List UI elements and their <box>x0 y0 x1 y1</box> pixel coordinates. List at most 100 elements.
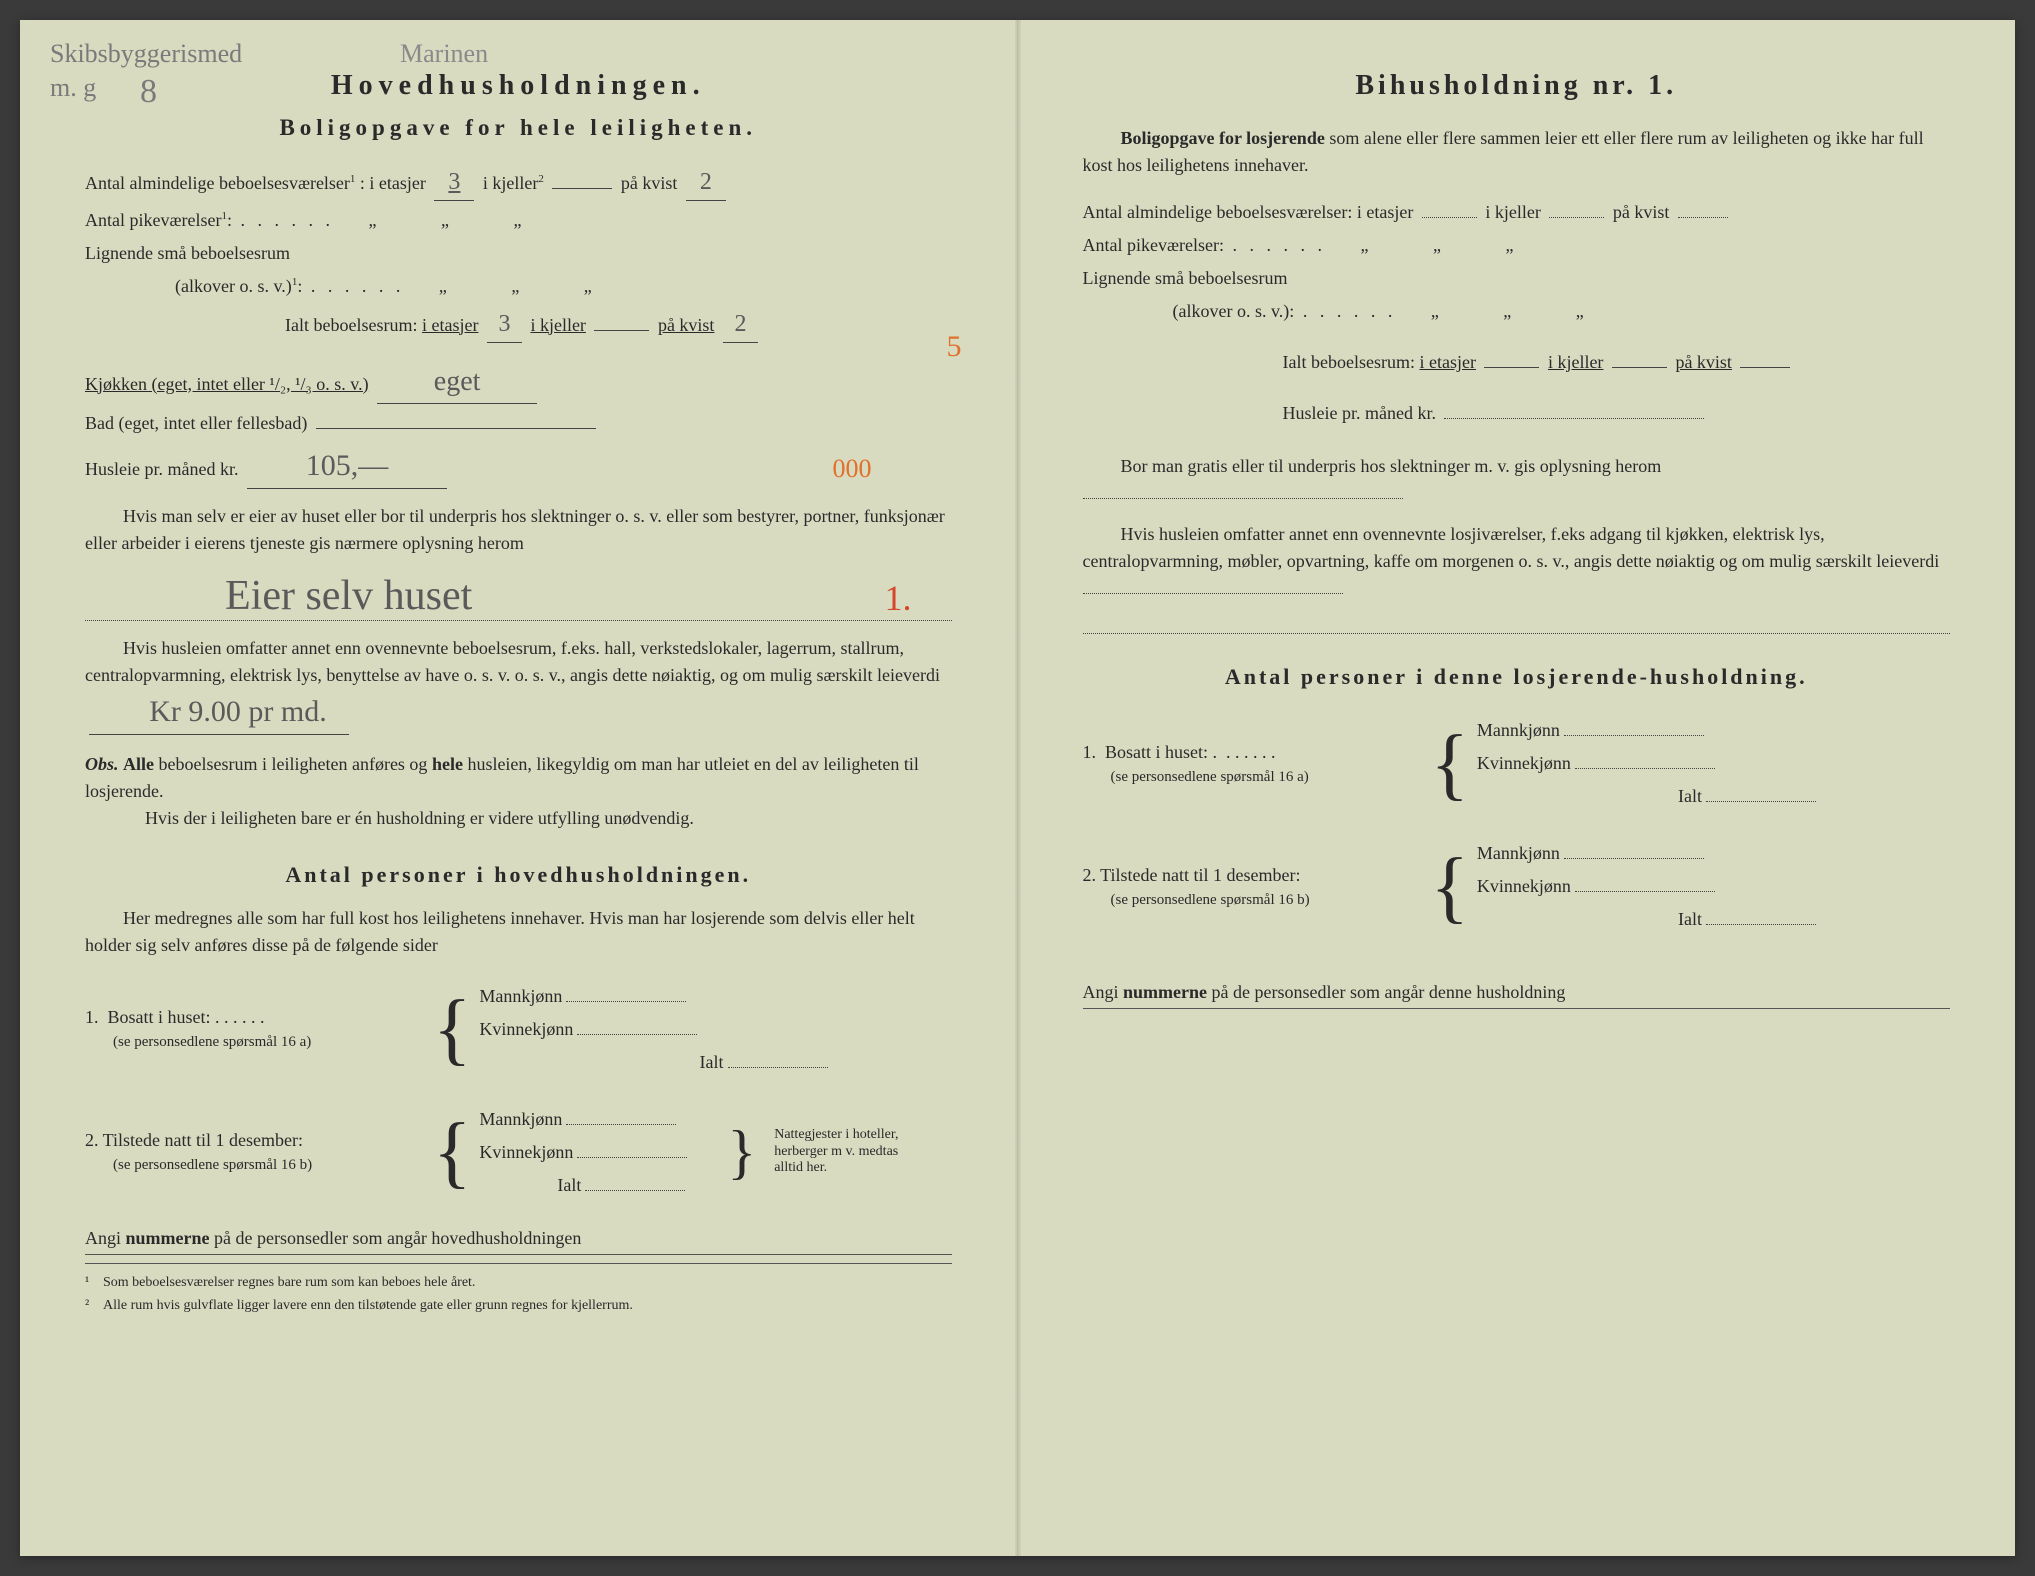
bosatt-label: 1. Bosatt i huset: . . . . . . <box>85 1007 265 1027</box>
label-alkover: (alkover o. s. v.) <box>175 276 292 296</box>
r-row-pike: Antal pikeværelser: „ „ „ <box>1083 232 1951 259</box>
r-lbl-kj: i kjeller <box>1485 202 1540 222</box>
tilstede-right: Mannkjønn Kvinnekjønn Ialt <box>479 1100 719 1205</box>
r-tilstede-label: 2. Tilstede natt til 1 desember: <box>1083 865 1301 885</box>
r-rule-extra <box>1083 616 1951 634</box>
hw-red-1: 1. <box>885 571 912 625</box>
r-para1-blank <box>1083 498 1403 499</box>
hw-etasjer-3: 3 <box>448 169 460 195</box>
r-row-rent: Husleie pr. måned kr. <box>1283 400 1951 427</box>
field-owner-note: Eier selv huset 1. <box>85 571 952 621</box>
section-persons-intro: Her medregnes alle som har full kost hos… <box>85 905 952 959</box>
r-para1: Bor man gratis eller til underpris hos s… <box>1083 453 1951 507</box>
right-footer-line: Angi nummerne på de personsedler som ang… <box>1083 979 1951 1009</box>
lbl-mann1: Mannkjønn <box>479 986 562 1006</box>
left-footer-text: Angi nummerne på de personsedler som ang… <box>85 1225 581 1252</box>
field-bath <box>316 428 596 429</box>
right-footer-text: Angi nummerne på de personsedler som ang… <box>1083 979 1566 1006</box>
right-intro: Boligopgave for losjerende som alene ell… <box>1083 125 1951 179</box>
tilstede-label: 2. Tilstede natt til 1 desember: <box>85 1130 303 1150</box>
r-f-kv1 <box>1575 768 1715 769</box>
obs-text2: Hvis der i leiligheten bare er én hushol… <box>85 805 952 832</box>
field-rent: 105,— <box>247 443 447 489</box>
brace-2b: } <box>727 1127 756 1177</box>
left-footer-line: Angi nummerne på de personsedler som ang… <box>85 1225 952 1255</box>
r-tilstede-sub: (se personsedlene spørsmål 16 b) <box>1111 889 1423 912</box>
r-f-kv2 <box>1575 891 1715 892</box>
r-f-ialt2 <box>1706 924 1816 925</box>
row-maidrooms: Antal pikeværelser1: „ „ „ <box>85 207 952 234</box>
row-bath: Bad (eget, intet eller fellesbad) <box>85 410 952 437</box>
r-ditto1: „ „ „ <box>1360 235 1543 255</box>
r-bosatt-kvinne: Kvinnekjønn <box>1477 750 1950 777</box>
group-tilstede: 2. Tilstede natt til 1 desember: (se per… <box>85 1100 952 1205</box>
bosatt-right: Mannkjønn Kvinnekjønn Ialt <box>479 977 951 1082</box>
label-kitchen: Kjøkken (eget, intet eller ¹/₂, ¹/₃ o. s… <box>85 374 369 394</box>
r-f-ialt-kj <box>1612 367 1667 368</box>
r-bosatt-ialt: Ialt <box>1477 783 1950 810</box>
label-ialt: Ialt beboelsesrum: <box>285 315 417 335</box>
row-ialt: Ialt beboelsesrum: i etasjer 3 i kjeller… <box>285 306 952 343</box>
hw-ialt-et: 3 <box>498 311 510 337</box>
r-row-alk-a: Lignende små beboelsesrum <box>1083 265 1951 292</box>
r-bosatt-mann: Mannkjønn <box>1477 717 1950 744</box>
fold-crease <box>1015 20 1021 1556</box>
hw-rent: 105,— <box>306 449 389 482</box>
right-intro-bold: Boligopgave for losjerende <box>1121 128 1325 148</box>
right-page: Bihusholdning nr. 1. Boligopgave for los… <box>1018 20 2016 1556</box>
f-kv1 <box>577 1034 697 1035</box>
left-hr <box>85 1263 952 1264</box>
lbl-kv1: Kvinnekjønn <box>479 1019 573 1039</box>
r-row-rooms: Antal almindelige beboelsesværelser: i e… <box>1083 199 1951 226</box>
census-form-document: Skibsbyggerismed m. g Marinen 8 Hovedhus… <box>20 20 2015 1556</box>
r-lbl-mann1: Mannkjønn <box>1477 720 1560 740</box>
r-lbl-kv: på kvist <box>1613 202 1670 222</box>
r-lbl-ialt-et: i etasjer <box>1419 352 1475 372</box>
r-leader2 <box>1299 301 1397 321</box>
obs-label: Obs. <box>85 754 119 774</box>
field-kvist: 2 <box>686 164 726 201</box>
r-f-kv <box>1678 217 1728 218</box>
row-alkover-a: Lignende små beboelsesrum <box>85 240 952 267</box>
bosatt-sub: (se personsedlene spørsmål 16 a) <box>113 1031 425 1054</box>
field-ialt-kv: 2 <box>723 306 758 343</box>
hw-annotation-top3: Marinen <box>400 34 488 73</box>
bosatt-mann: Mannkjønn <box>479 983 951 1010</box>
field-kitchen: eget <box>377 361 537 404</box>
right-title: Bihusholdning nr. 1. <box>1083 65 1951 107</box>
r-tilstede-right: Mannkjønn Kvinnekjønn Ialt <box>1477 834 1950 939</box>
r-para2-text: Hvis husleien omfatter annet enn ovennev… <box>1083 524 1940 571</box>
r-lbl-kv1: Kvinnekjønn <box>1477 753 1571 773</box>
lbl-ialt2: Ialt <box>557 1175 581 1195</box>
r-section-title: Antal personer i denne losjerende-hushol… <box>1083 660 1951 693</box>
field-etasjer: 3 <box>434 164 474 201</box>
r-lbl-ialt-kj: i kjeller <box>1548 352 1603 372</box>
fn1-text: Som beboelsesværelser regnes bare rum so… <box>103 1272 475 1293</box>
r-f-et <box>1422 217 1477 218</box>
field-ialt-et: 3 <box>487 306 522 343</box>
r-f-mann2 <box>1564 858 1704 859</box>
right-footer-rule <box>1565 979 1950 1006</box>
label-pike: Antal pikeværelser <box>85 210 221 230</box>
hw-annotation-top2: m. g <box>50 68 96 107</box>
para-owner-note: Hvis man selv er eier av huset eller bor… <box>85 503 952 557</box>
label-ialt-et: i etasjer <box>422 315 478 335</box>
tilstede-mann: Mannkjønn <box>479 1106 719 1133</box>
left-page: Skibsbyggerismed m. g Marinen 8 Hovedhus… <box>20 20 1018 1556</box>
row-alkover-b: (alkover o. s. v.)1: „ „ „ <box>175 273 952 300</box>
fn1: ¹Som beboelsesværelser regnes bare rum s… <box>85 1272 952 1293</box>
main-subtitle: Boligopgave for hele leiligheten. <box>85 111 952 146</box>
field-kjeller <box>552 188 612 189</box>
r-lbl-alk: (alkover o. s. v.): <box>1173 301 1295 321</box>
f-mann1 <box>566 1001 686 1002</box>
ditto2: „ „ „ <box>439 276 622 296</box>
label-rent: Husleie pr. måned kr. <box>85 459 238 479</box>
r-bosatt-col: 1. Bosatt i huset: . . . . . . . (se per… <box>1083 739 1423 789</box>
text-rent-includes: Hvis husleien omfatter annet enn ovennev… <box>85 638 940 685</box>
hw-eier-selv: Eier selv huset <box>225 565 472 628</box>
r-group-bosatt: 1. Bosatt i huset: . . . . . . . (se per… <box>1083 711 1951 816</box>
r-row-alk-b: (alkover o. s. v.): „ „ „ <box>1173 298 1951 325</box>
hw-ialt-kv: 2 <box>734 311 746 337</box>
r-tilstede-ialt: Ialt <box>1477 906 1950 933</box>
hw-orange-000: 000 <box>833 449 872 488</box>
